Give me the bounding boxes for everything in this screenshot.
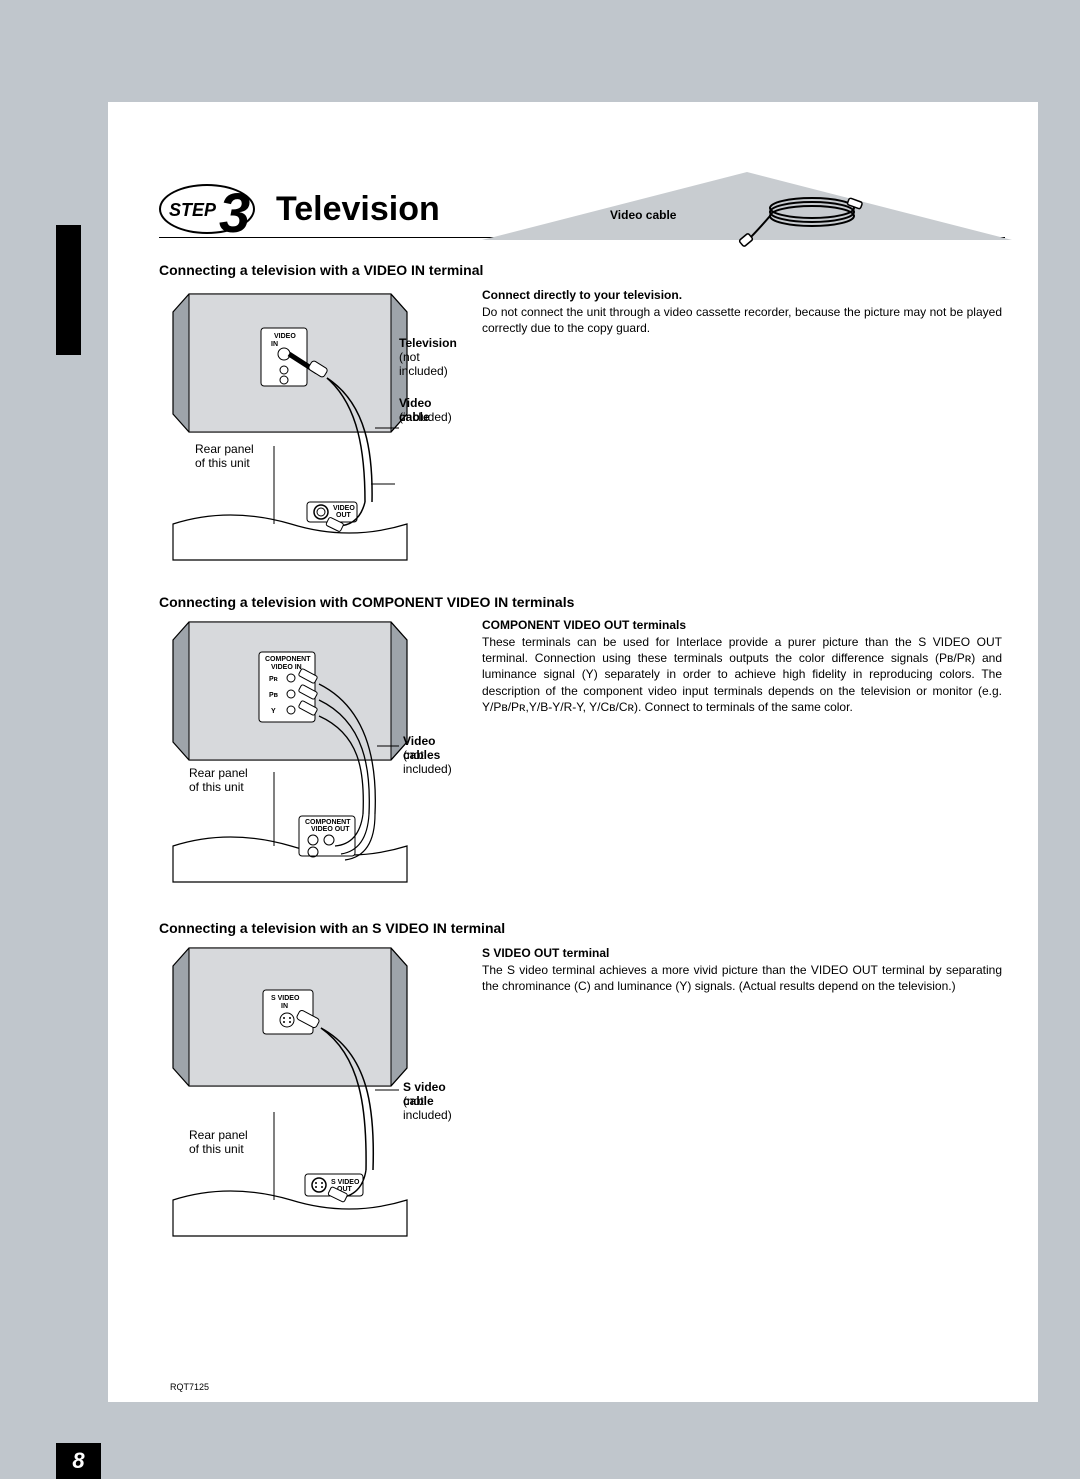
svg-text:VIDEO: VIDEO	[333, 505, 355, 512]
tv-label: Television	[399, 336, 457, 350]
manual-page: Simple setup STEP 3 Television Video cab…	[108, 102, 1038, 1402]
videocable-note: (included)	[399, 410, 452, 424]
page-number: 8	[56, 1443, 101, 1479]
svideo-panel-2: of this unit	[189, 1142, 244, 1156]
step-number: 3	[219, 180, 250, 245]
svg-text:Pʀ: Pʀ	[269, 676, 279, 683]
section-heading-svideo: Connecting a television with an S VIDEO …	[159, 920, 505, 936]
panel-label-1: Rear panel	[195, 442, 254, 456]
section-heading-video-in: Connecting a television with a VIDEO IN …	[159, 262, 483, 278]
svg-text:VIDEO IN: VIDEO IN	[271, 664, 302, 671]
right-body-component: These terminals can be used for Interlac…	[482, 634, 1002, 715]
svg-text:OUT: OUT	[336, 512, 352, 519]
step-label: STEP	[169, 200, 216, 221]
component-panel-1: Rear panel	[189, 766, 248, 780]
right-body-svideo: The S video terminal achieves a more viv…	[482, 962, 1002, 994]
section-heading-component: Connecting a television with COMPONENT V…	[159, 594, 574, 610]
panel-label-2: of this unit	[195, 456, 250, 470]
right-heading-svideo: S VIDEO OUT terminal	[482, 946, 609, 960]
doc-code: RQT7125	[170, 1382, 209, 1392]
diagram-svideo: S VIDEO IN S VIDEO OUT S video cable (no…	[159, 942, 459, 1242]
svg-text:VIDEO OUT: VIDEO OUT	[311, 826, 350, 833]
svg-text:IN: IN	[271, 341, 278, 348]
component-panel-2: of this unit	[189, 780, 244, 794]
page-title: Television	[276, 190, 440, 229]
svg-text:VIDEO: VIDEO	[274, 333, 296, 340]
svg-text:IN: IN	[281, 1003, 288, 1010]
tv-note: (not included)	[399, 350, 459, 378]
svg-text:COMPONENT: COMPONENT	[305, 819, 351, 826]
svideo-cable-note: (not included)	[403, 1094, 459, 1122]
video-cable-callout: Video cable	[482, 172, 1012, 254]
svg-text:COMPONENT: COMPONENT	[265, 656, 311, 663]
svideo-panel-1: Rear panel	[189, 1128, 248, 1142]
diagram-component: COMPONENT VIDEO IN Pʀ Pʙ Y COMPONENT VID…	[159, 616, 459, 886]
sidebar-tab	[56, 225, 81, 355]
diagram-video-in: VIDEO IN VIDEO OUT Television	[159, 284, 459, 564]
svg-text:Y: Y	[271, 708, 276, 715]
component-cable-note: (not included)	[403, 748, 459, 776]
svg-text:Pʙ: Pʙ	[269, 692, 279, 699]
svg-text:S VIDEO: S VIDEO	[271, 995, 300, 1002]
right-body-video-in: Do not connect the unit through a video …	[482, 304, 1002, 336]
right-heading-component: COMPONENT VIDEO OUT terminals	[482, 618, 686, 632]
right-heading-video-in: Connect directly to your television.	[482, 288, 682, 302]
svg-text:S VIDEO: S VIDEO	[331, 1179, 360, 1186]
cable-callout-label: Video cable	[610, 208, 676, 222]
